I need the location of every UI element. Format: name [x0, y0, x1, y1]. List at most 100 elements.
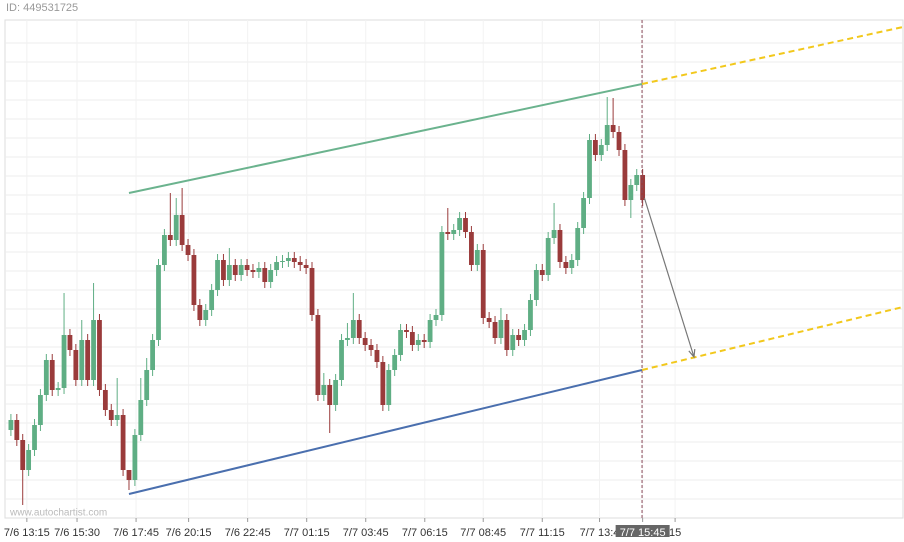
candle-body — [604, 125, 610, 145]
candle-body — [522, 330, 527, 340]
candle-body — [179, 215, 185, 245]
candle-body — [457, 218, 463, 230]
candle-body — [345, 338, 350, 340]
candle-body — [445, 232, 451, 234]
candle-body — [203, 310, 209, 320]
candle-body — [587, 140, 592, 198]
candle-body — [232, 265, 238, 275]
candle-body — [439, 232, 445, 315]
candle-body — [516, 335, 522, 340]
candle-body — [380, 362, 386, 405]
candle-body — [486, 318, 492, 322]
candle-body — [309, 268, 315, 315]
candle-body — [167, 235, 173, 240]
candle-body — [593, 140, 598, 155]
x-tick-label: 7/6 22:45 — [225, 527, 271, 537]
candle-body — [569, 260, 575, 268]
candle-body — [67, 335, 73, 350]
candle-body — [114, 415, 120, 420]
candle-body — [539, 270, 545, 275]
candle-body — [469, 232, 474, 265]
candle-body — [409, 332, 415, 345]
candle-body — [226, 265, 232, 280]
x-tick-label: 7/7 03:45 — [343, 527, 389, 537]
candle-body — [339, 340, 344, 380]
x-tick-label: 15 — [669, 527, 681, 537]
plot-area — [4, 19, 904, 519]
candle-body — [144, 370, 150, 400]
chart-id: ID: 449531725 — [6, 2, 78, 14]
candle-body — [197, 305, 203, 320]
candle-body — [480, 250, 486, 318]
candle-body — [321, 385, 327, 395]
candle-body — [421, 340, 427, 342]
x-tick-label: 7/6 17:45 — [113, 527, 159, 537]
candle-body — [215, 260, 220, 290]
candle-body — [291, 258, 297, 262]
x-tick-label: 7/6 15:30 — [54, 527, 100, 537]
candle-body — [120, 415, 126, 470]
candle-body — [374, 350, 380, 362]
candle-body — [173, 215, 179, 240]
candle-body — [533, 270, 539, 300]
candle-body — [545, 238, 551, 275]
candle-body — [498, 320, 504, 338]
forecast-arrow — [643, 197, 696, 359]
candle-body — [492, 322, 498, 338]
candle-body — [238, 265, 244, 275]
candle-body — [43, 360, 49, 395]
candle-body — [398, 330, 403, 355]
candle-body — [61, 335, 67, 388]
trend-line — [128, 83, 643, 194]
candle-body — [102, 390, 108, 410]
candle-body — [575, 228, 581, 260]
candle-body — [463, 218, 468, 232]
candle-body — [451, 230, 457, 234]
candle-body — [581, 198, 586, 228]
candle-body — [26, 450, 32, 470]
candle-body — [610, 125, 616, 132]
candle-body — [150, 340, 156, 370]
candle-body — [616, 132, 622, 150]
candle-body — [598, 145, 604, 155]
candle-body — [415, 340, 421, 345]
candle-body — [504, 320, 510, 350]
candle-body — [433, 315, 439, 320]
candle-body — [162, 235, 167, 265]
x-tick-label: 7/7 13:4 — [580, 527, 620, 537]
trend-line — [128, 369, 643, 495]
candle-body — [250, 270, 256, 272]
candle-body — [557, 230, 563, 262]
candle-body — [528, 300, 533, 330]
candle-body — [350, 320, 356, 338]
candle-body — [634, 175, 640, 185]
x-tick-label: 7/6 20:15 — [166, 527, 212, 537]
candle-body — [404, 330, 409, 332]
candle-body — [327, 385, 333, 405]
candle-body — [551, 230, 557, 238]
candle-body — [185, 245, 191, 255]
candle-body — [244, 265, 250, 270]
candle-body — [262, 268, 268, 282]
candle-body — [8, 420, 14, 430]
candle-body — [156, 265, 161, 340]
candle-body — [268, 270, 274, 282]
candle-body — [138, 400, 144, 435]
candle-body — [333, 380, 339, 405]
candle-body — [91, 320, 96, 380]
candle-body — [368, 345, 374, 350]
candle-body — [79, 340, 85, 380]
candle-body — [297, 262, 303, 265]
x-tick-label: 7/6 13:15 — [4, 527, 50, 537]
x-tick-label: 7/7 11:15 — [520, 527, 565, 537]
candle-body — [510, 335, 516, 350]
candle-body — [285, 258, 291, 261]
candle-body — [73, 350, 79, 380]
candle-body — [108, 410, 114, 420]
x-tick-label: 7/7 08:45 — [460, 527, 506, 537]
candle-body — [20, 440, 26, 470]
candle-body — [386, 370, 392, 405]
candle-body — [38, 395, 43, 425]
candle-body — [221, 260, 226, 280]
